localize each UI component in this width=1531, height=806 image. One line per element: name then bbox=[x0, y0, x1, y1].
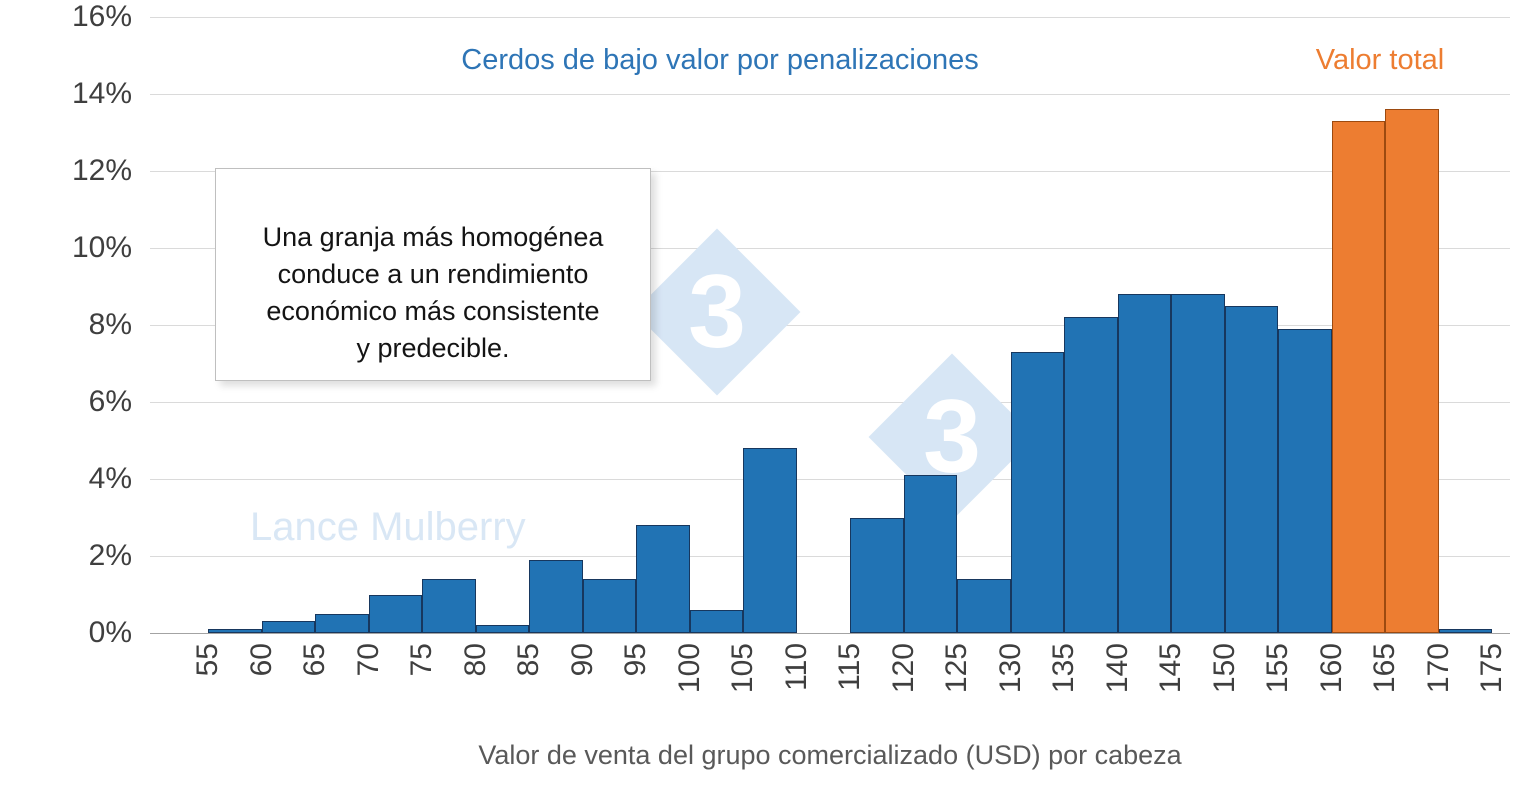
x-tick-label-135: 135 bbox=[1047, 643, 1080, 694]
histogram-bar-80-85 bbox=[475, 625, 529, 633]
x-tick-label-70: 70 bbox=[351, 643, 385, 677]
gridline bbox=[150, 479, 1510, 480]
x-tick-label-60: 60 bbox=[244, 643, 278, 677]
histogram-bar-65-70 bbox=[315, 613, 369, 633]
histogram-bar-60-65 bbox=[261, 621, 315, 633]
annotation-box: Una granja más homogénea conduce a un re… bbox=[215, 168, 651, 381]
y-tick-label-8%: 8% bbox=[88, 308, 132, 341]
y-tick-label-14%: 14% bbox=[71, 77, 132, 110]
bars-layer bbox=[150, 17, 1510, 633]
x-tick-label-90: 90 bbox=[565, 643, 599, 677]
x-tick-label-55: 55 bbox=[191, 643, 224, 677]
x-tick-label-125: 125 bbox=[940, 643, 973, 694]
x-tick-label-80: 80 bbox=[458, 643, 492, 677]
x-tick-label-150: 150 bbox=[1207, 643, 1241, 694]
series-label-penalized-pigs: Cerdos de bajo valor por penalizaciones bbox=[461, 44, 979, 76]
x-tick-label-160: 160 bbox=[1314, 643, 1348, 694]
x-tick-label-75: 75 bbox=[405, 643, 438, 677]
gridline bbox=[150, 402, 1510, 403]
plot-area: 3 3 Lance Mulberry bbox=[150, 17, 1510, 634]
x-tick-label-145: 145 bbox=[1154, 643, 1187, 694]
histogram-bar-165-170 bbox=[1385, 109, 1439, 633]
x-tick-label-100: 100 bbox=[672, 643, 706, 694]
y-tick-label-12%: 12% bbox=[71, 154, 132, 187]
histogram-bar-130-135 bbox=[1010, 351, 1064, 633]
x-tick-label-170: 170 bbox=[1421, 643, 1455, 694]
histogram-bar-120-125 bbox=[903, 475, 957, 633]
x-tick-label-95: 95 bbox=[619, 643, 652, 677]
x-tick-label-65: 65 bbox=[298, 643, 331, 677]
gridline bbox=[150, 248, 1510, 249]
y-tick-label-6%: 6% bbox=[88, 385, 132, 418]
y-tick-label-10%: 10% bbox=[71, 231, 132, 264]
histogram-bar-75-80 bbox=[422, 579, 476, 633]
histogram-bar-90-95 bbox=[582, 579, 636, 633]
gridline bbox=[150, 171, 1510, 172]
histogram-bar-155-160 bbox=[1278, 328, 1332, 633]
histogram-bar-145-150 bbox=[1171, 294, 1225, 633]
histogram-bar-150-155 bbox=[1224, 305, 1278, 633]
x-tick-label-165: 165 bbox=[1368, 643, 1401, 694]
x-tick-label-105: 105 bbox=[726, 643, 759, 694]
x-tick-label-115: 115 bbox=[833, 643, 866, 691]
histogram-bar-95-100 bbox=[636, 525, 690, 633]
histogram-bar-125-130 bbox=[957, 579, 1011, 633]
gridline bbox=[150, 325, 1510, 326]
histogram-bar-170-175 bbox=[1438, 629, 1492, 633]
y-tick-label-16%: 16% bbox=[71, 0, 132, 33]
y-tick-label-2%: 2% bbox=[88, 539, 132, 572]
watermark-text: Lance Mulberry bbox=[250, 505, 526, 549]
y-tick-label-0%: 0% bbox=[88, 616, 132, 649]
histogram-bar-100-105 bbox=[689, 609, 743, 633]
y-tick-label-4%: 4% bbox=[88, 462, 132, 495]
histogram-bar-85-90 bbox=[529, 559, 583, 633]
x-tick-label-85: 85 bbox=[512, 643, 545, 677]
histogram-bar-105-110 bbox=[743, 448, 797, 633]
histogram-bar-135-140 bbox=[1064, 317, 1118, 633]
x-axis-line bbox=[150, 633, 1510, 634]
histogram-bar-140-145 bbox=[1117, 294, 1171, 633]
x-tick-label-140: 140 bbox=[1100, 643, 1134, 694]
watermark-layer: 3 3 Lance Mulberry bbox=[150, 17, 1510, 633]
x-tick-label-120: 120 bbox=[886, 643, 920, 694]
series-label-total-value: Valor total bbox=[1315, 44, 1445, 76]
histogram-bar-55-60 bbox=[208, 629, 262, 633]
x-tick-label-110: 110 bbox=[779, 643, 813, 691]
gridline bbox=[150, 556, 1510, 557]
histogram-bar-160-165 bbox=[1331, 120, 1385, 633]
x-tick-label-175: 175 bbox=[1475, 643, 1508, 694]
gridline bbox=[150, 17, 1510, 18]
histogram-bar-70-75 bbox=[368, 594, 422, 633]
histogram-bar-115-120 bbox=[850, 517, 904, 633]
annotation-text: Una granja más homogénea conduce a un re… bbox=[262, 222, 604, 363]
x-axis-title: Valor de venta del grupo comercializado … bbox=[478, 740, 1182, 770]
gridline bbox=[150, 94, 1510, 95]
gridlines-layer bbox=[150, 17, 1510, 634]
x-tick-label-130: 130 bbox=[993, 643, 1027, 694]
x-tick-label-155: 155 bbox=[1261, 643, 1294, 694]
